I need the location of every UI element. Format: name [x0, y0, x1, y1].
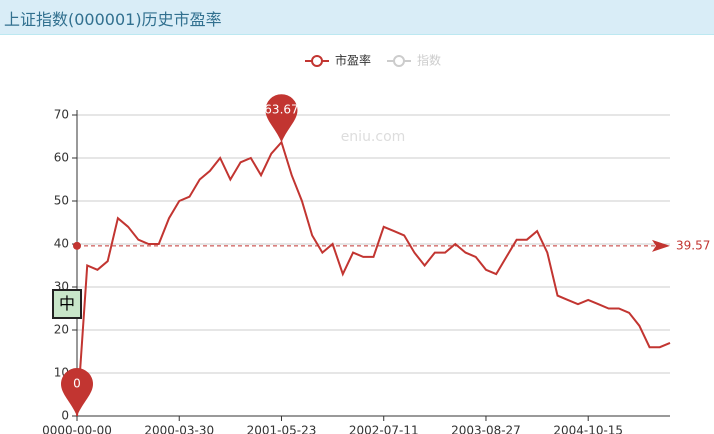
average-arrow [652, 239, 670, 252]
header: 上证指数(000001)历史市盈率 [0, 0, 714, 35]
min-pin-label: 0 [73, 377, 81, 391]
y-tick-label: 60 [54, 151, 69, 165]
line [76, 140, 671, 417]
y-tick-label: 0 [61, 409, 69, 423]
x-tick-label: 0000-00-00 [42, 424, 112, 434]
x-tick-label: 2004-10-15 [553, 424, 623, 434]
ime-indicator: 中 [52, 289, 82, 319]
legend-label: 指数 [417, 53, 441, 68]
min-pin [61, 368, 93, 416]
y-tick-label: 20 [54, 323, 69, 337]
x-tick-label: 2003-08-27 [451, 424, 521, 434]
legend-symbol [393, 55, 405, 67]
page-title: 上证指数(000001)历史市盈率 [4, 10, 222, 29]
average-start [73, 241, 81, 250]
max-pin-label: 63.67 [264, 103, 298, 117]
x-tick-label: 2001-05-23 [247, 424, 317, 434]
max-pin [265, 94, 298, 143]
x-tick-label: 2000-03-30 [144, 424, 214, 434]
watermark: eniu.com [341, 129, 406, 145]
y-tick-label: 50 [54, 194, 69, 208]
y-tick-label: 40 [54, 237, 69, 251]
legend-label: 市盈率 [335, 53, 371, 68]
average-label: 39.57 [676, 238, 710, 252]
legend-symbol [311, 55, 323, 67]
y-tick-label: 70 [54, 108, 69, 122]
x-tick-label: 2002-07-11 [349, 424, 419, 434]
